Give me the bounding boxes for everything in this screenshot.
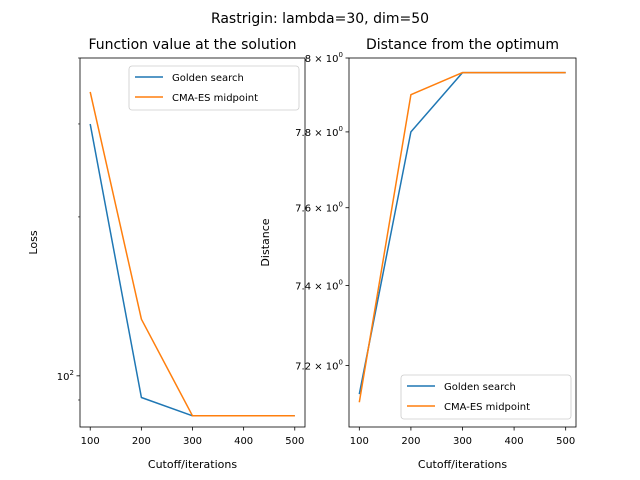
loss-legend-label: Golden search: [172, 73, 244, 84]
distance-y-tick-label: 8 × 100: [305, 51, 343, 65]
loss-x-tick-label: 400: [234, 436, 253, 447]
figure-suptitle: Rastrigin: lambda=30, dim=50: [211, 11, 429, 27]
loss-x-tick-label: 200: [132, 436, 151, 447]
distance-panel: Distance from the optimum 100 200 300 400 500…: [259, 37, 577, 471]
loss-x-axis-label: Cutoff/iterations: [148, 458, 237, 471]
distance-x-tick-label: 400: [505, 436, 524, 447]
distance-y-axis-label: Distance: [259, 218, 272, 266]
distance-y-tick-label: 7.8 × 100: [295, 125, 343, 139]
distance-legend-label: Golden search: [444, 382, 516, 393]
distance-title: Distance from the optimum: [366, 37, 559, 53]
loss-legend: [128, 65, 300, 111]
distance-y-tick-label: 7.6 × 100: [295, 201, 343, 215]
distance-axes-frame: [348, 57, 577, 428]
loss-x-tick-label: 500: [285, 436, 304, 447]
loss-x-tick-label: 100: [81, 436, 100, 447]
distance-series-cma-es-midpoint-line: [358, 71, 566, 403]
distance-x-tick-label: 500: [556, 436, 575, 447]
distance-series-golden-search-line: [358, 71, 566, 395]
loss-series-golden-search-line: [89, 123, 295, 417]
loss-series-cma-es-midpoint-line: [89, 91, 295, 417]
distance-legend: [400, 374, 572, 420]
distance-x-axis-label: Cutoff/iterations: [418, 458, 507, 471]
distance-legend-label: CMA-ES midpoint: [444, 402, 530, 413]
distance-x-tick-label: 300: [453, 436, 472, 447]
distance-y-tick-label: 7.4 × 100: [295, 279, 343, 293]
loss-legend-label: CMA-ES midpoint: [172, 93, 258, 104]
distance-x-tick-label: 100: [350, 436, 369, 447]
loss-y-tick-label: 102: [57, 369, 74, 383]
loss-title: Function value at the solution: [88, 37, 296, 53]
distance-x-tick-label: 200: [401, 436, 420, 447]
loss-panel: Function value at the solution 100 200 300 4…: [27, 37, 306, 471]
loss-y-axis-label: Loss: [27, 230, 40, 254]
distance-y-tick-label: 7.2 × 100: [295, 359, 343, 373]
loss-x-tick-label: 300: [183, 436, 202, 447]
